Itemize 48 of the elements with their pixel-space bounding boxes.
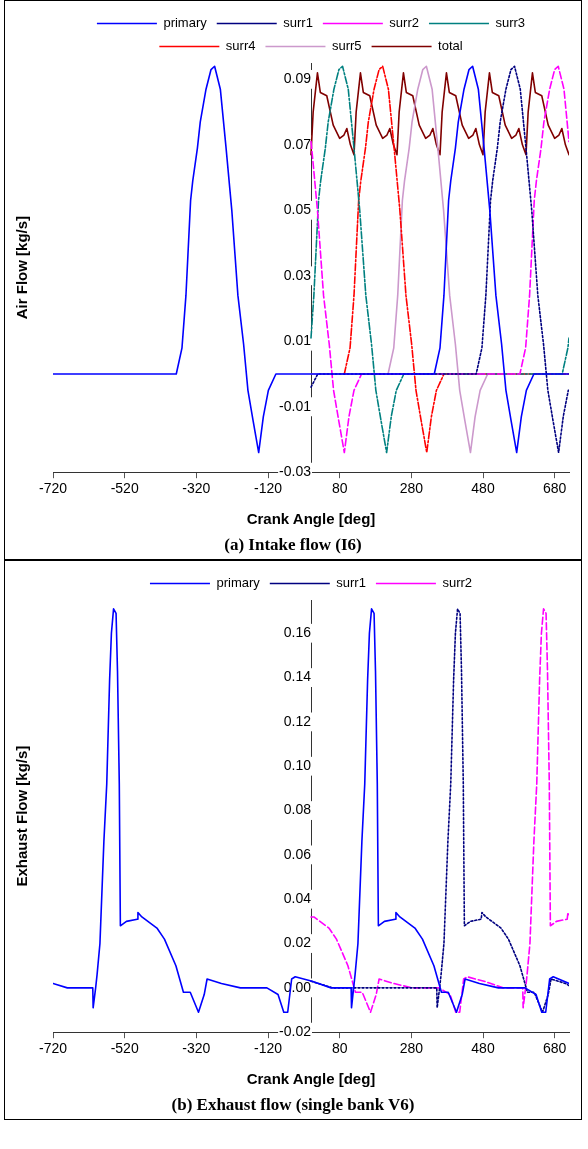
x-tick-label: -120 — [253, 480, 283, 497]
text: (a) Intake flow (I6) — [223, 534, 363, 556]
text: (b) Exhaust flow (single bank V6) — [170, 1094, 416, 1116]
x-axis-title: Crank Angle [deg] — [246, 510, 376, 528]
legend-label: surr5 — [331, 38, 362, 54]
legend-label: primary — [163, 15, 208, 31]
x-tick-label: 280 — [399, 1040, 424, 1057]
legend-label: surr1 — [283, 15, 313, 31]
x-tick-label: -520 — [110, 1040, 139, 1057]
x-tick-label: -720 — [38, 480, 68, 497]
y-tick-label: 0.09 — [283, 70, 312, 87]
y-tick-label: -0.02 — [279, 1023, 312, 1040]
y-axis-title: Exhaust Flow [kg/s] — [13, 745, 31, 887]
x-tick-label: 80 — [331, 1040, 348, 1057]
x-tick-label: 480 — [471, 1040, 495, 1057]
x-axis-title: Crank Angle [deg] — [246, 1070, 376, 1088]
x-tick-label: 80 — [331, 480, 348, 497]
y-tick-label: 0.02 — [283, 934, 312, 951]
x-tick-label: 280 — [399, 480, 424, 497]
y-tick-label: 0.06 — [283, 845, 312, 862]
x-tick-label: 680 — [542, 480, 567, 497]
x-tick-label: -320 — [182, 480, 211, 497]
x-tick-label: -120 — [253, 1040, 283, 1057]
y-tick-label: 0.10 — [283, 757, 312, 774]
y-tick-label: 0.16 — [283, 624, 312, 641]
legend-label: primary — [216, 575, 261, 591]
y-tick-label: 0.01 — [283, 332, 312, 349]
x-tick-label: 680 — [542, 1040, 567, 1057]
legend-label: surr3 — [495, 15, 526, 31]
y-tick-label: 0.07 — [283, 135, 312, 152]
x-tick-label: -720 — [38, 1040, 68, 1057]
legend-label: surr1 — [336, 575, 366, 591]
y-tick-label: 0.14 — [283, 668, 312, 685]
y-tick-label: 0.08 — [283, 801, 312, 818]
y-tick-label: -0.03 — [279, 463, 312, 480]
legend-label: surr2 — [442, 575, 473, 591]
x-tick-label: -320 — [182, 1040, 211, 1057]
legend-label: surr4 — [225, 38, 256, 54]
y-tick-label: 0.04 — [283, 890, 312, 907]
y-tick-label: -0.01 — [279, 397, 312, 414]
legend-label: surr2 — [389, 15, 419, 31]
y-axis-title: Air Flow [kg/s] — [13, 215, 31, 320]
x-tick-label: 480 — [471, 480, 495, 497]
x-tick-label: -520 — [110, 480, 139, 497]
y-tick-label: 0.03 — [283, 266, 312, 283]
y-tick-label: 0.12 — [283, 712, 312, 729]
legend-label: total — [438, 38, 463, 54]
y-tick-label: 0.05 — [283, 201, 312, 218]
